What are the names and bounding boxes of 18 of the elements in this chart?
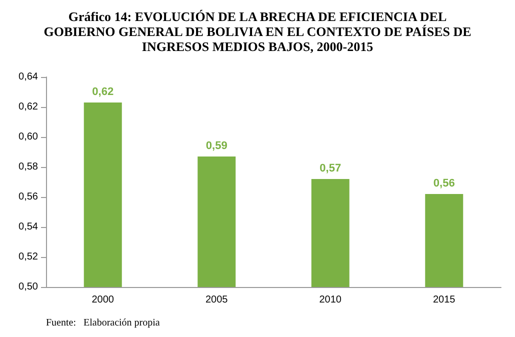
- y-tick-label: 0,64: [18, 72, 38, 82]
- source-note: Fuente: Elaboración propia: [46, 318, 160, 328]
- y-tick-label: 0,54: [18, 222, 38, 232]
- x-tick-label: 2015: [433, 294, 456, 306]
- data-label: 0,62: [92, 86, 114, 98]
- chart-title: Gráfico 14: EVOLUCIÓN DE LA BRECHA DE EFICIENCIA DEL GOBIERNO GENERAL DE BOLIVIA EN EL CONTEXTO DE PAÍSES DE INGRESOS MEDIOS BAJOS, 2000-2015: [44, 9, 472, 54]
- x-tick-label: 2010: [319, 294, 342, 306]
- x-tick-label: 2000: [92, 294, 114, 306]
- y-tick-label: 0,56: [18, 192, 38, 202]
- x-tick-label: 2005: [206, 294, 228, 306]
- data-label: 0,59: [206, 140, 228, 152]
- y-tick-label: 0,58: [18, 162, 38, 172]
- data-label: 0,56: [433, 178, 455, 190]
- data-label: 0,57: [320, 162, 342, 174]
- y-tick-label: 0,50: [18, 282, 38, 292]
- y-tick-label: 0,52: [18, 252, 38, 262]
- y-tick-label: 0,62: [18, 102, 38, 112]
- y-tick-label: 0,60: [18, 132, 38, 142]
